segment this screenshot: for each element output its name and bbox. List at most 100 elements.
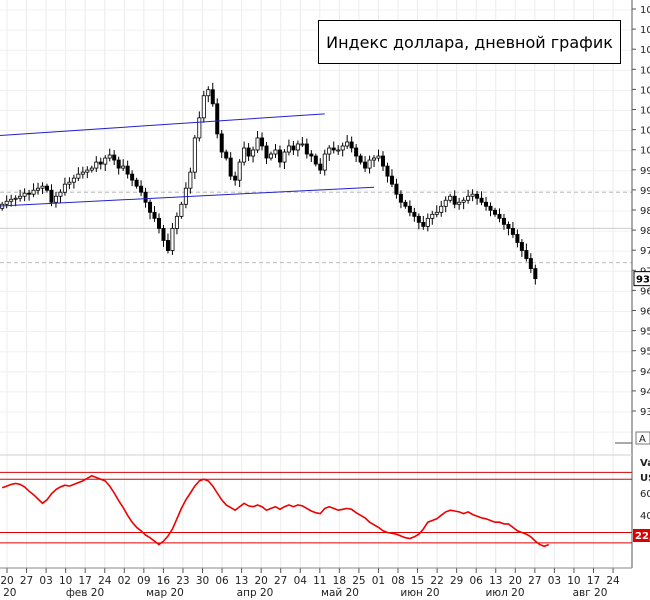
candle-body [27,192,32,195]
x-tick-label: 25 [352,575,365,587]
candle-body [528,258,533,269]
price-tick-label: 10 [640,85,650,96]
price-tick-label: 96 [640,286,650,297]
price-tick-label: 10 [640,25,650,36]
candle-body [452,195,457,205]
candle-body [385,165,390,177]
candle-body [448,195,453,201]
candle-body [76,173,81,179]
x-tick-label: 27 [274,575,287,587]
x-tick-label: 24 [606,575,620,587]
candle-body [398,193,403,203]
candle-body [36,187,41,191]
x-tick-label: 02 [118,575,131,587]
x-tick-label: 06 [470,575,484,587]
candle-body [515,234,520,243]
candle-body [242,147,247,163]
candle-body [282,151,287,163]
candle-body [40,185,45,189]
auto-scale-label: A [639,434,646,445]
month-label: мар 20 [146,587,184,599]
x-tick-label: 24 [98,575,112,587]
candle-body [363,161,368,169]
x-tick-label: 22 [430,575,443,587]
price-tick-label: 10 [640,45,650,56]
x-tick-label: 10 [59,575,72,587]
candle-body [13,197,18,200]
candle-body [367,159,372,169]
candle-body [192,137,197,173]
price-tick-label: 99 [640,166,650,177]
candle-body [443,199,448,207]
x-tick-label: 27 [20,575,33,587]
x-tick-label: 09 [137,575,150,587]
price-tick-label: 94 [640,387,650,398]
candle-body [327,147,332,155]
x-tick-label: 20 [509,575,522,587]
candle-body [237,161,242,181]
x-tick-label: 30 [196,575,209,587]
candle-body [260,137,265,147]
x-tick-label: 13 [489,575,502,587]
candle-body [134,179,139,187]
candle-body [519,242,524,251]
indicator-axis-label: 60 [640,489,650,500]
price-tick-label: 10 [640,106,650,117]
indicator-panel: Va US 60 40 22, [0,454,650,548]
month-label: июн 20 [400,587,439,599]
chart-grid [0,0,632,568]
candle-body [358,155,363,163]
x-tick-label: 16 [157,575,171,587]
candle-body [103,157,108,165]
indicator-value-label: 22, [635,531,650,542]
trend-line [0,113,325,136]
last-price-badge [633,271,650,287]
candle-body [45,185,50,191]
auto-scale-button [635,431,650,445]
x-tick-label: 17 [587,575,600,587]
price-tick-label: 95 [640,347,650,358]
candle-body [277,149,282,163]
candle-body [380,155,385,167]
candle-body [174,215,179,229]
candle-body [224,151,229,159]
candle-body [457,201,462,205]
candle-body [148,201,153,213]
x-tick-label: 01 [372,575,385,587]
x-tick-label: 03 [548,575,561,587]
candle-body [219,133,224,153]
price-tick-label: 95 [640,327,650,338]
candle-body [206,89,211,97]
candle-body [22,192,27,197]
candle-body [246,147,251,157]
candle-body [300,143,305,146]
indicator-series-line [1,474,550,548]
price-tick-label: 93 [640,407,650,418]
candle-body [349,141,354,149]
candle-body [58,191,63,197]
candle-body [376,155,381,159]
last-price-label: 93 [636,275,650,286]
x-tick-label: 20 [0,575,13,587]
candle-body [501,217,506,225]
x-tick-label: 10 [567,575,580,587]
month-label: апр 20 [237,587,274,599]
x-tick-label: 20 [254,575,267,587]
x-tick-label: 08 [391,575,404,587]
trend-lines [0,113,375,207]
candle-body [394,183,399,195]
candle-body [322,153,327,171]
candle-body [179,203,184,217]
candle-body [201,95,206,119]
x-tick-label: 17 [79,575,92,587]
candle-body [49,189,54,203]
x-tick-label: 15 [411,575,424,587]
candle-body [268,153,273,159]
candle-body [264,145,269,159]
price-tick-label: 97 [640,246,650,257]
candle-body [309,153,314,157]
candle-body [354,147,359,157]
candle-body [304,143,309,155]
candle-body [345,141,350,147]
